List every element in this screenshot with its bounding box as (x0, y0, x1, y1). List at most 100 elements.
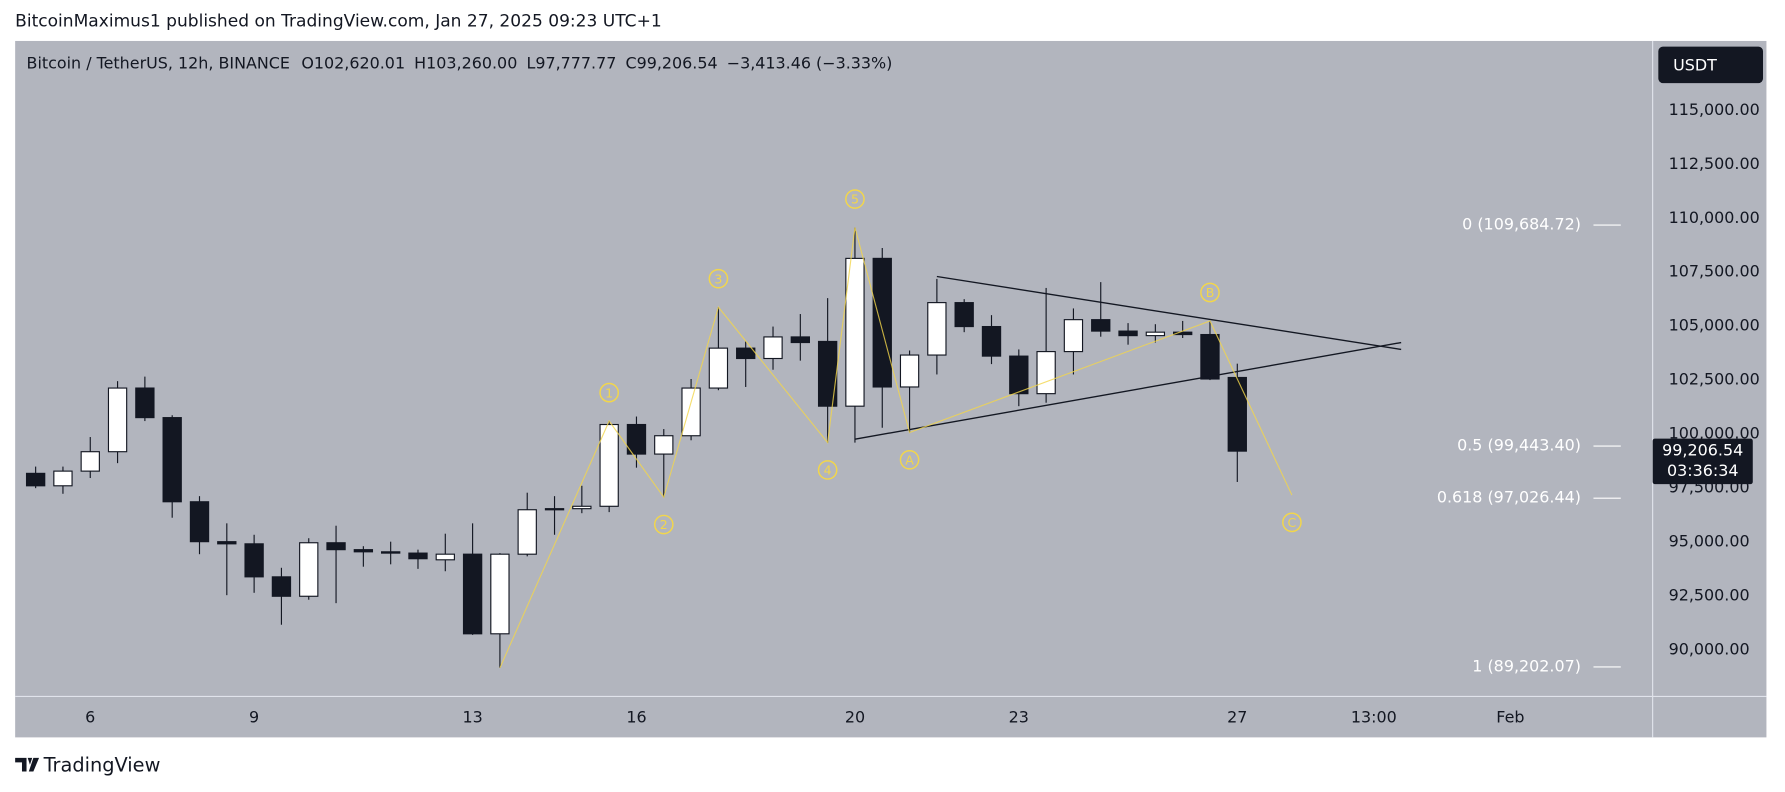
y-tick-label: 112,500.00 (1669, 154, 1760, 173)
candle-body (1200, 333, 1220, 380)
fib-label: 0 (109,684.72) (1462, 215, 1581, 234)
candle-body (681, 387, 701, 437)
candle-body (1145, 331, 1166, 337)
y-tick-label: 107,500.00 (1669, 262, 1760, 281)
candle-body (490, 553, 510, 635)
candle-body (845, 257, 865, 407)
candle-body (981, 325, 1002, 357)
candle-body (736, 347, 756, 360)
y-tick-label: 105,000.00 (1669, 316, 1760, 335)
y-tick-label: 90,000.00 (1669, 639, 1750, 658)
candle-body (189, 501, 210, 543)
chart-background (15, 40, 1767, 738)
trendline (854, 341, 1402, 440)
candle-body (381, 551, 401, 554)
candle-body (25, 472, 46, 487)
ohlc-prefix: C (625, 53, 636, 72)
ohlc-value: 102,620.01 (314, 53, 405, 72)
candle-body (1009, 355, 1029, 395)
candle-body (1118, 330, 1138, 337)
candle-body (517, 509, 537, 555)
candle-body (353, 549, 374, 553)
candle-body (763, 336, 783, 360)
candle-body (1227, 376, 1247, 452)
candle-body (572, 505, 592, 510)
x-tick-label: Feb (1496, 708, 1524, 727)
x-tick-label: 16 (626, 708, 646, 727)
wave-label: 3 (714, 271, 722, 286)
fib-label: 0.5 (99,443.40) (1457, 436, 1581, 455)
candle-body (708, 347, 729, 389)
candle-body (599, 423, 619, 507)
wave-label: B (1206, 285, 1215, 300)
candle-body (1173, 331, 1193, 336)
currency-label: USDT (1673, 56, 1717, 75)
candle-body (927, 302, 947, 356)
wave-label-circle (817, 460, 838, 480)
candle-body (53, 470, 73, 487)
wave-label: 5 (851, 192, 859, 207)
x-tick-label: 6 (85, 708, 95, 727)
publisher-line: BitcoinMaximus1 published on TradingView… (15, 12, 662, 32)
y-tick-label: 102,500.00 (1669, 370, 1760, 389)
candle-body (326, 542, 346, 551)
candle-body (299, 542, 319, 597)
wave-label: 2 (660, 517, 668, 532)
ohlc-value: 103,260.00 (426, 53, 517, 72)
ohlc-value: 99,206.54 (637, 53, 718, 72)
candle-body (244, 543, 264, 578)
fib-label: 0.618 (97,026.44) (1437, 488, 1581, 507)
candle-body (654, 435, 674, 455)
chart-header: Bitcoin / TetherUS, 12h, BINANCE O102,620… (27, 53, 893, 72)
y-tick-label: 110,000.00 (1669, 208, 1760, 227)
candle-body (1036, 351, 1056, 395)
candle-body (872, 257, 892, 388)
candle-body (954, 302, 974, 328)
y-tick-label: 115,000.00 (1669, 100, 1760, 119)
x-tick-label: 13:00 (1351, 708, 1397, 727)
symbol: Bitcoin / TetherUS, 12h, BINANCE (27, 53, 290, 72)
wave-label-circle (899, 449, 920, 470)
footer-logo: TradingView (15, 753, 160, 776)
last-price-label: 99,206.54 (1662, 441, 1743, 460)
ohlc-prefix: O (301, 53, 314, 72)
ohlc-prefix: H (414, 53, 426, 72)
wave-label-circle (1282, 512, 1302, 533)
footer-brand: TradingView (43, 753, 161, 776)
x-tick-label: 20 (845, 708, 865, 727)
wave-label-circle (653, 514, 674, 535)
countdown: 03:36:34 (1667, 461, 1739, 480)
candle-body (408, 552, 428, 560)
logo-mark (15, 757, 40, 772)
wave-path (499, 227, 1293, 669)
wave-label: A (905, 452, 914, 467)
last-price-tag (1652, 438, 1753, 485)
plot-area: 1 2 3 4 5 A B C 0 (109,684.72) 0.5 (99,443.40) 0.6… (25, 189, 1621, 675)
candle-body (626, 423, 647, 455)
candle-body (107, 387, 128, 453)
change: −3,413.46 (−3.33%) (727, 53, 893, 72)
trendline (936, 275, 1402, 351)
candle-body (217, 541, 237, 545)
wave-label-circle (1200, 282, 1220, 303)
x-tick-label: 13 (462, 708, 482, 727)
candle-body (544, 508, 565, 511)
y-tick-label: 100,000.00 (1669, 424, 1760, 443)
fib-label: 1 (89,202.07) (1472, 656, 1581, 675)
wave-label: C (1288, 515, 1297, 530)
ohlc-value: 97,777.77 (535, 53, 616, 72)
candle-body (899, 354, 920, 388)
candle-body (435, 553, 455, 561)
y-tick-label: 95,000.00 (1669, 531, 1750, 550)
currency-button[interactable] (1658, 46, 1764, 84)
x-tick-label: 27 (1227, 708, 1247, 727)
wave-label-circle (845, 189, 865, 209)
x-tick-label: 23 (1009, 708, 1029, 727)
x-tick-label: 9 (249, 708, 259, 727)
ohlc-prefix: L (526, 53, 535, 72)
wave-label: 1 (605, 385, 613, 400)
y-tick-label: 92,500.00 (1669, 585, 1750, 604)
wave-label-circle (599, 382, 619, 403)
